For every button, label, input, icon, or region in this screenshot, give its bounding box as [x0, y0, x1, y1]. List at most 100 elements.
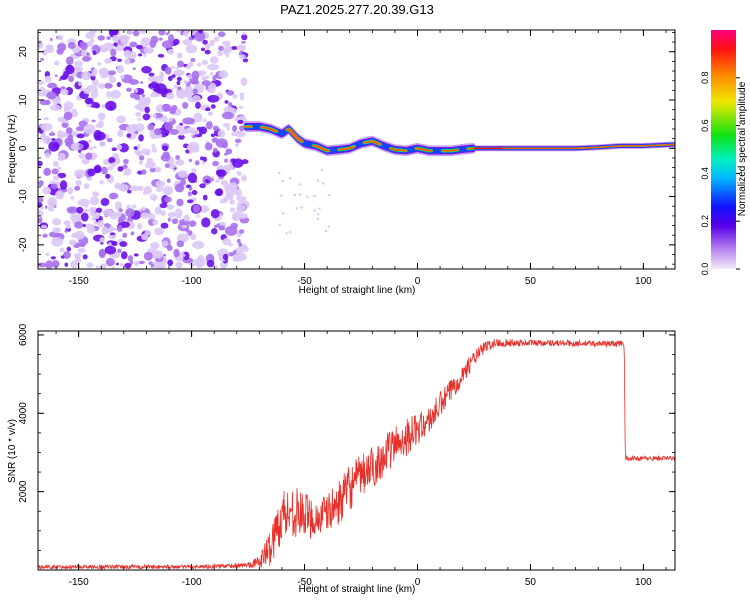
noise-speckle — [176, 30, 180, 33]
noise-speckle — [201, 80, 211, 86]
noise-speckle — [166, 244, 173, 252]
noise-speckle — [217, 129, 226, 138]
noise-speckle — [232, 158, 244, 168]
noise-speckle — [60, 89, 69, 96]
noise-speckle — [122, 164, 128, 170]
signal-track-cell — [299, 140, 304, 143]
noise-speckle — [90, 38, 95, 43]
noise-speckle — [97, 120, 104, 128]
snr-x-tick-label: 100 — [635, 577, 652, 588]
noise-speckle — [106, 36, 111, 41]
noise-speckle — [87, 168, 96, 177]
noise-speckle — [202, 156, 207, 162]
noise-speckle — [137, 30, 149, 34]
noise-speckle — [91, 119, 96, 123]
noise-speckle — [81, 158, 90, 165]
noise-speckle — [130, 231, 135, 236]
noise-speckle — [185, 44, 198, 54]
signal-track-cell — [351, 145, 356, 148]
noise-speckle — [148, 213, 156, 220]
noise-speckle — [116, 65, 125, 74]
noise-speckle — [178, 182, 184, 189]
noise-speckle — [110, 89, 121, 99]
noise-speckle — [232, 125, 238, 133]
noise-speckle — [48, 132, 56, 136]
noise-speckle — [162, 253, 167, 257]
noise-speckle — [218, 226, 226, 231]
noise-speckle — [57, 34, 64, 41]
noise-speckle — [98, 248, 106, 259]
noise-speckle — [109, 192, 119, 200]
noise-speckle — [45, 152, 51, 159]
noise-speckle — [214, 265, 218, 269]
noise-speckle — [182, 117, 195, 125]
snr-x-label: Height of straight line (km) — [299, 584, 416, 595]
signal-track-cell — [325, 149, 331, 152]
noise-speckle — [64, 230, 69, 233]
snr-y-tick-label: 2000 — [18, 480, 29, 503]
noise-speckle — [50, 256, 56, 260]
spectrogram-y-tick-label: -20 — [18, 237, 29, 252]
noise-speckle — [225, 187, 236, 196]
noise-speckle — [207, 111, 213, 116]
noise-speckle — [217, 50, 223, 57]
noise-speckle — [92, 145, 97, 149]
noise-speckle — [134, 94, 141, 101]
noise-speckle — [164, 132, 169, 136]
noise-speckle — [168, 128, 180, 136]
noise-speckle — [102, 208, 113, 217]
noise-speckle — [149, 167, 156, 173]
noise-speckle — [105, 173, 111, 179]
noise-speckle — [125, 125, 137, 133]
noise-speckle — [111, 147, 117, 152]
noise-speckle — [74, 256, 81, 265]
noise-speckle-region — [38, 30, 331, 269]
noise-speckle — [70, 213, 78, 222]
noise-speckle — [198, 30, 204, 34]
noise-speckle — [237, 212, 248, 219]
noise-speckle — [38, 80, 45, 86]
noise-speckle — [137, 185, 144, 192]
noise-speckle — [123, 171, 129, 176]
noise-speckle — [187, 199, 194, 204]
noise-speckle — [90, 72, 97, 77]
noise-speckle — [175, 66, 179, 69]
noise-speckle — [77, 198, 91, 207]
noise-speckle — [234, 138, 242, 144]
noise-speckle — [175, 159, 185, 166]
noise-speckle — [211, 137, 219, 143]
noise-speckle — [104, 245, 117, 255]
noise-speckle — [106, 90, 112, 98]
noise-speckle — [83, 87, 91, 95]
noise-speckle — [107, 70, 116, 76]
colorbar-tick-label: 0.0 — [700, 263, 710, 276]
colorbar: 0.0 0.2 0.4 0.6 0.8 Normalized spectral ampl… — [700, 30, 748, 275]
noise-speckle — [215, 138, 228, 148]
noise-speckle — [212, 160, 219, 167]
noise-speckle — [143, 97, 151, 106]
noise-speckle — [47, 205, 55, 212]
noise-speckle — [211, 176, 215, 179]
noise-speckle — [59, 180, 68, 190]
noise-speckle — [219, 198, 226, 204]
noise-speckle — [137, 117, 142, 122]
noise-speckle — [165, 32, 169, 36]
noise-speckle — [175, 155, 181, 161]
noise-speckle — [38, 160, 43, 167]
noise-speckle — [127, 189, 132, 194]
noise-speckle — [176, 80, 181, 86]
noise-speckle — [222, 40, 231, 47]
noise-speckle — [111, 34, 120, 42]
noise-speckle — [104, 82, 113, 89]
noise-speckle — [236, 195, 247, 202]
colorbar-tick-label: 0.8 — [700, 72, 710, 85]
noise-speckle — [135, 111, 142, 117]
noise-speckle — [47, 82, 58, 89]
noise-speckle — [182, 39, 193, 46]
noise-speckle — [125, 208, 135, 218]
noise-speckle — [112, 266, 115, 269]
faint-speckle — [306, 195, 309, 198]
noise-speckle — [115, 262, 119, 266]
noise-speckle — [239, 125, 245, 132]
noise-speckle — [79, 242, 86, 248]
